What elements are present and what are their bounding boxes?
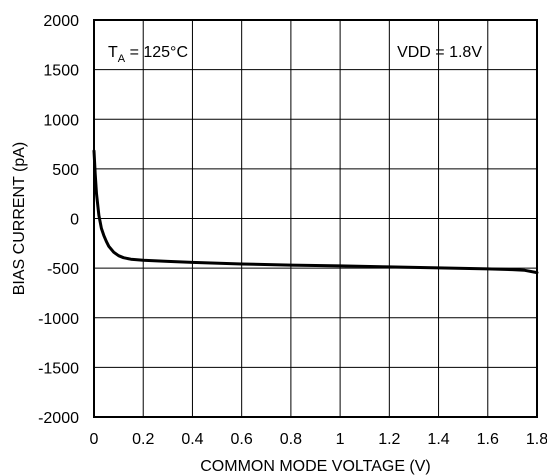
y-tick-label: 500 — [52, 162, 79, 179]
y-tick-label: 1500 — [43, 63, 79, 80]
x-tick-label: 0.4 — [181, 431, 203, 448]
grid — [94, 20, 537, 417]
x-tick-label: 1.4 — [427, 431, 449, 448]
y-tick-labels: 2000 1500 1000 500 0 -500 -1000 -1500 -2000 — [38, 13, 79, 427]
x-tick-label: 1 — [336, 431, 345, 448]
y-tick-label: -500 — [47, 261, 79, 278]
temp-value: = 125°C — [125, 44, 188, 61]
x-tick-label: 0 — [90, 431, 99, 448]
temp-subscript: A — [118, 53, 126, 65]
y-tick-label: -1000 — [38, 311, 79, 328]
x-tick-label: 0.8 — [280, 431, 302, 448]
vdd-annotation: VDD = 1.8V — [397, 44, 482, 61]
temp-symbol: T — [108, 44, 118, 61]
x-tick-label: 1.8 — [526, 431, 547, 448]
x-tick-label: 0.2 — [132, 431, 154, 448]
x-axis-label: COMMON MODE VOLTAGE (V) — [200, 458, 431, 475]
x-tick-labels: 0 0.2 0.4 0.6 0.8 1 1.2 1.4 1.6 1.8 — [90, 431, 547, 448]
y-tick-label: -2000 — [38, 410, 79, 427]
x-tick-label: 0.6 — [231, 431, 253, 448]
y-axis-label: BIAS CURRENT (pA) — [11, 142, 28, 296]
y-tick-label: 0 — [70, 212, 79, 229]
bias-current-curve — [92, 149, 539, 275]
y-tick-label: -1500 — [38, 360, 79, 377]
x-tick-label: 1.6 — [477, 431, 499, 448]
temperature-annotation: TA = 125°C — [108, 44, 188, 65]
y-tick-label: 1000 — [43, 112, 79, 129]
y-tick-label: 2000 — [43, 13, 79, 30]
x-tick-label: 1.2 — [378, 431, 400, 448]
plot-frame — [93, 19, 538, 418]
